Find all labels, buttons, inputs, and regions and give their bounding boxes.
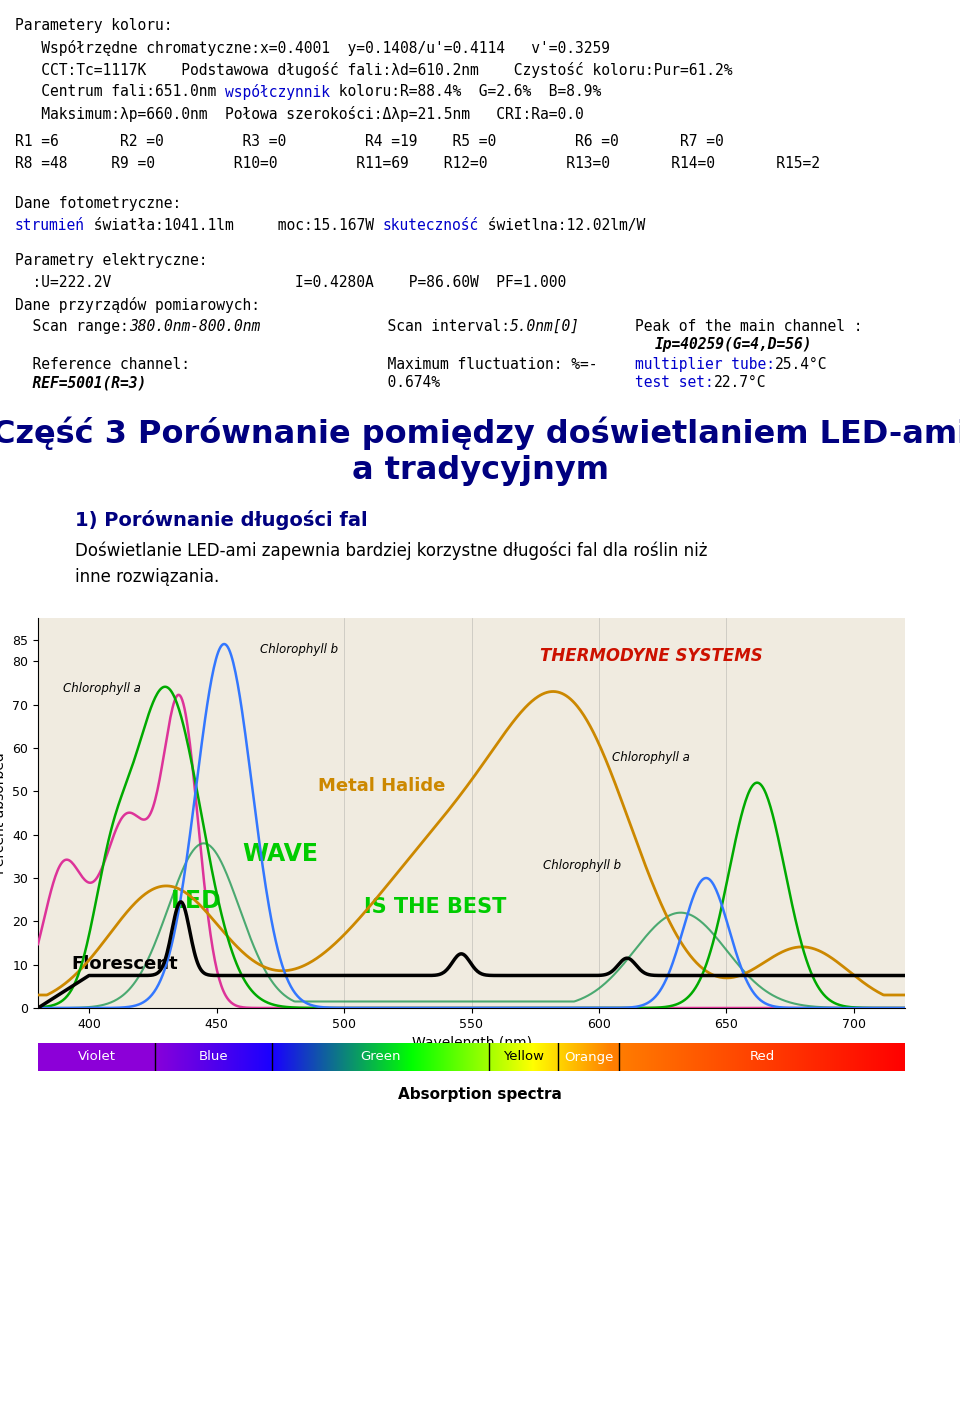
Text: Część 3 Porównanie pomiędzy doświetlaniem LED-ami: Część 3 Porównanie pomiędzy doświetlanie… (0, 416, 960, 451)
Text: Orange: Orange (564, 1051, 613, 1064)
Text: strumień: strumień (15, 218, 85, 232)
Text: Centrum fali:651.0nm: Centrum fali:651.0nm (15, 84, 225, 98)
Text: IS THE BEST: IS THE BEST (365, 897, 507, 917)
Text: Red: Red (750, 1051, 775, 1064)
Text: Chlorophyll a: Chlorophyll a (63, 682, 141, 694)
Text: skuteczność: skuteczność (382, 218, 479, 232)
Text: 380.0nm-800.0nm: 380.0nm-800.0nm (129, 319, 260, 334)
Text: świetlna:12.02lm/W: świetlna:12.02lm/W (479, 218, 645, 232)
Text: moc:15.167W: moc:15.167W (233, 218, 382, 232)
Text: Chlorophyll b: Chlorophyll b (260, 643, 338, 656)
Text: 25.4°C: 25.4°C (775, 356, 828, 372)
Text: Scan range:: Scan range: (15, 319, 129, 334)
Text: koloru:R=88.4%  G=2.6%  B=8.9%: koloru:R=88.4% G=2.6% B=8.9% (330, 84, 601, 98)
Text: Ip=40259(G=4,D=56): Ip=40259(G=4,D=56) (655, 337, 812, 352)
Text: 1) Porównanie długości fal: 1) Porównanie długości fal (75, 511, 368, 530)
Text: Absorption spectra: Absorption spectra (398, 1087, 562, 1101)
Text: Chlorophyll a: Chlorophyll a (612, 752, 689, 764)
Y-axis label: Percent absorbed: Percent absorbed (0, 752, 7, 874)
Text: WAVE: WAVE (242, 841, 318, 866)
Text: Scan interval:: Scan interval: (370, 319, 510, 334)
Text: Maximum fluctuation: %=-: Maximum fluctuation: %=- (370, 356, 597, 372)
Text: współczynnik: współczynnik (225, 84, 330, 100)
Text: R1 =6       R2 =0         R3 =0         R4 =19    R5 =0         R6 =0       R7 =: R1 =6 R2 =0 R3 =0 R4 =19 R5 =0 R6 =0 R7 … (15, 134, 724, 148)
Text: Współrzędne chromatyczne:x=0.4001  y=0.1408/u'=0.4114   v'=0.3259: Współrzędne chromatyczne:x=0.4001 y=0.14… (15, 40, 610, 56)
Text: światła:1041.1lm: światła:1041.1lm (85, 218, 233, 232)
Text: Metal Halide: Metal Halide (319, 777, 445, 796)
Text: Dane przyrządów pomiarowych:: Dane przyrządów pomiarowych: (15, 297, 260, 312)
Text: Parametry elektryczne:: Parametry elektryczne: (15, 252, 207, 268)
Text: inne rozwiązania.: inne rozwiązania. (75, 568, 219, 586)
Text: :U=222.2V: :U=222.2V (15, 275, 111, 289)
Text: Green: Green (360, 1051, 400, 1064)
X-axis label: Wavelength (nm): Wavelength (nm) (412, 1037, 532, 1051)
Text: THERMODYNE SYSTEMS: THERMODYNE SYSTEMS (540, 647, 763, 666)
Text: Violet: Violet (78, 1051, 115, 1064)
Text: test set:: test set: (635, 375, 713, 389)
Text: 0.674%: 0.674% (370, 375, 440, 389)
Text: Dane fotometryczne:: Dane fotometryczne: (15, 195, 181, 211)
Text: Florescent: Florescent (71, 955, 178, 973)
Text: Maksimum:λp=660.0nm  Połowa szerokości:Δλp=21.5nm   CRI:Ra=0.0: Maksimum:λp=660.0nm Połowa szerokości:Δλ… (15, 106, 584, 123)
Text: multiplier tube:: multiplier tube: (635, 356, 775, 372)
Text: Parametery koloru:: Parametery koloru: (15, 19, 173, 33)
Text: Peak of the main channel :: Peak of the main channel : (635, 319, 862, 334)
Text: LED: LED (171, 890, 222, 913)
Text: a tradycyjnym: a tradycyjnym (351, 455, 609, 486)
Text: Reference channel:: Reference channel: (15, 356, 190, 372)
Text: Doświetlanie LED-ami zapewnia bardziej korzystne długości fal dla roślin niż: Doświetlanie LED-ami zapewnia bardziej k… (75, 542, 708, 560)
Text: 5.0nm[0]: 5.0nm[0] (510, 319, 580, 334)
Text: R8 =48     R9 =0         R10=0         R11=69    R12=0         R13=0       R14=0: R8 =48 R9 =0 R10=0 R11=69 R12=0 R13=0 R1… (15, 155, 820, 171)
Text: CCT:Tc=1117K    Podstawowa długość fali:λd=610.2nm    Czystość koloru:Pur=61.2%: CCT:Tc=1117K Podstawowa długość fali:λd=… (15, 61, 732, 78)
Text: Blue: Blue (199, 1051, 228, 1064)
Text: Yellow: Yellow (503, 1051, 544, 1064)
Text: Chlorophyll b: Chlorophyll b (543, 860, 621, 873)
Text: I=0.4280A    P=86.60W  PF=1.000: I=0.4280A P=86.60W PF=1.000 (295, 275, 566, 289)
Text: 22.7°C: 22.7°C (713, 375, 766, 389)
Text: REF=5001(R=3): REF=5001(R=3) (15, 375, 146, 389)
